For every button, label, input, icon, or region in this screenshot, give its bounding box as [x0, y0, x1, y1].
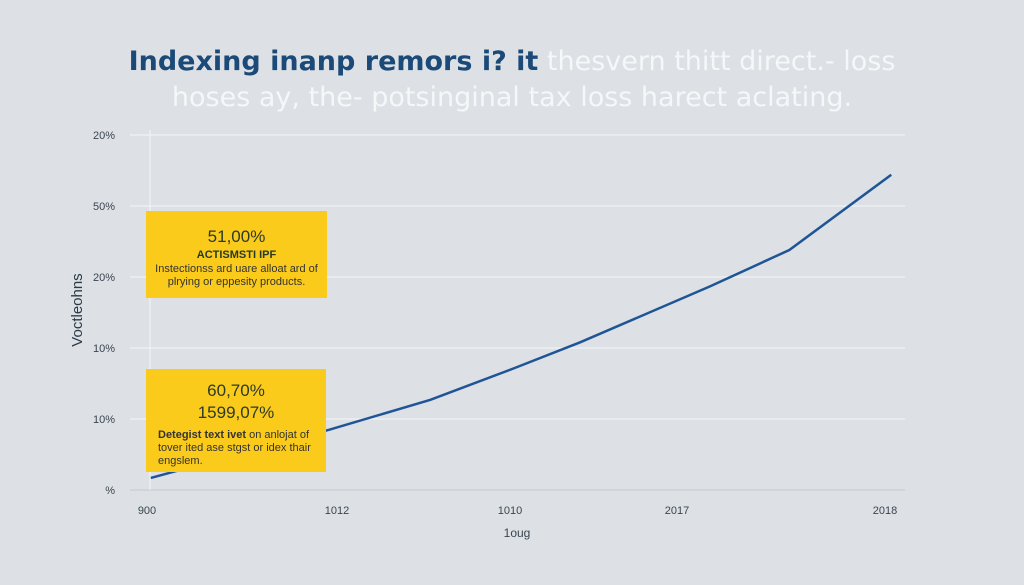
chart-title-line-2: hoses ay, the- potsinginal tax loss hare…: [171, 82, 853, 113]
annotation-box-1: 51,00% ACTISMSTI IPF Instectionss ard ua…: [146, 211, 327, 298]
x-tick-label: 2017: [665, 505, 689, 517]
annotation-text: on anlojat of tover ited ase stgst or id…: [158, 429, 311, 467]
y-tick-label: 10%: [93, 414, 115, 426]
x-tick-label: 1010: [498, 505, 522, 517]
x-tick-label: 2018: [873, 505, 897, 517]
y-tick-label: 20%: [93, 130, 115, 142]
title-highlight: Indexing inanp remors i? it: [128, 46, 539, 77]
annotation-bold-text: Detegist text ivet: [158, 429, 247, 441]
x-axis-label: 1oug: [504, 526, 531, 540]
y-tick-label: %: [105, 485, 115, 497]
title-rest: thesvern thitt direct.- loss: [546, 46, 896, 77]
y-tick-label: 50%: [93, 201, 115, 213]
series-line: [150, 173, 892, 480]
chart-title-line-1: Indexing inanp remors i? it thesvern thi…: [0, 44, 1024, 80]
annotation-text: Instectionss ard uare alloat ard of plry…: [155, 263, 318, 288]
annotation-heading: ACTISMSTI IPF: [196, 249, 277, 261]
y-tick-label: 10%: [93, 343, 115, 355]
annotation-value: 60,70%: [207, 381, 265, 400]
y-tick-label: 20%: [93, 272, 115, 284]
annotation-box-2: 60,70% 1599,07% Detegist text ivet on an…: [146, 369, 326, 472]
x-tick-label: 900: [138, 505, 156, 517]
annotation-value: 51,00%: [207, 227, 266, 246]
y-axis-label: Voctleohns: [69, 273, 86, 346]
x-tick-label: 1012: [325, 505, 349, 517]
annotation-value-2: 1599,07%: [197, 403, 275, 422]
